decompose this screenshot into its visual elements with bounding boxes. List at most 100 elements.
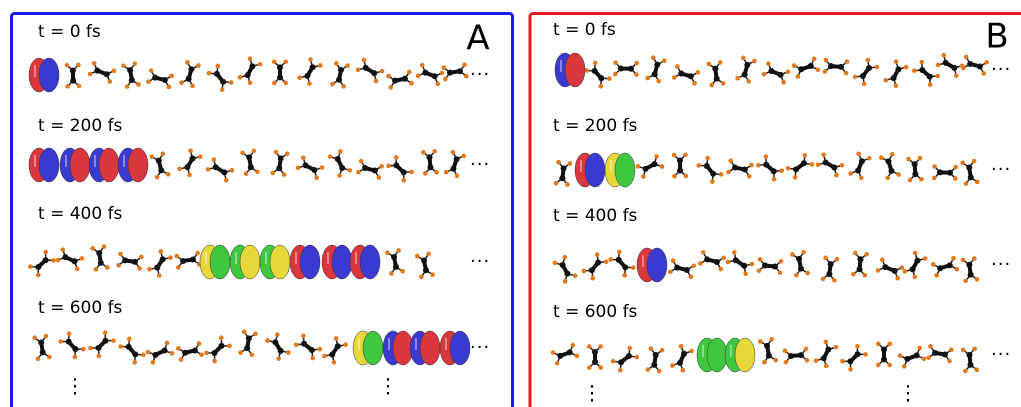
molecule [608, 250, 635, 278]
hydrogen [781, 80, 786, 85]
hydrogen [875, 65, 880, 70]
carbon [681, 351, 687, 357]
hydrogen [227, 344, 232, 349]
molecule [270, 150, 289, 177]
hydrogen [97, 354, 102, 359]
hydrogen [975, 368, 980, 373]
hydrogen [127, 337, 132, 342]
carbon [857, 256, 863, 262]
molecule [421, 149, 439, 176]
molecule [551, 343, 579, 366]
hydrogen [161, 152, 166, 157]
hydrogen [423, 171, 428, 176]
carbon [72, 346, 78, 352]
hydrogen [890, 152, 895, 157]
molecule [385, 248, 405, 276]
hydrogen [853, 75, 858, 80]
hydrogen [866, 58, 871, 63]
molecule [204, 336, 232, 364]
hydrogen [824, 58, 829, 63]
carbon [311, 167, 317, 173]
hydrogen [645, 76, 650, 81]
hydrogen [151, 360, 156, 365]
hydrogen [764, 154, 769, 159]
carbon [277, 64, 283, 70]
carbon [798, 66, 804, 72]
hydrogen [108, 79, 113, 84]
hydrogen [573, 273, 578, 278]
hydrogen [884, 78, 889, 83]
hydrogen [111, 338, 116, 343]
carbon [651, 161, 657, 167]
hydrogen [56, 258, 61, 263]
carbon [43, 257, 49, 263]
carbon [742, 72, 748, 78]
molecule [762, 61, 791, 84]
carbon [301, 341, 307, 347]
carbon [798, 352, 804, 358]
hydrogen [125, 84, 130, 89]
hydrogen [721, 256, 726, 261]
hydrogen [728, 159, 733, 164]
hydrogen [856, 152, 861, 157]
molecule [823, 58, 850, 76]
hydrogen [718, 267, 723, 272]
hydrogen [895, 276, 900, 281]
carbon [796, 256, 802, 262]
hydrogen [660, 164, 665, 169]
hydrogen [769, 337, 774, 342]
hydrogen [51, 258, 56, 263]
molecule [88, 330, 116, 358]
carbon [793, 166, 799, 172]
molecule [853, 58, 880, 86]
orbital [230, 245, 260, 279]
time-label: t = 400 fs [553, 206, 638, 226]
hydrogen [421, 150, 426, 155]
carbon [372, 168, 378, 174]
orbital [410, 331, 440, 365]
hydrogen [651, 55, 656, 60]
carbon [881, 356, 887, 362]
molecule [207, 64, 234, 92]
hydrogen [726, 260, 731, 265]
figure: A B t = 0 fs···t = 200 fs···t = 400 fs··… [0, 0, 1021, 407]
carbon [190, 156, 196, 162]
hydrogen [272, 60, 277, 65]
molecule [177, 148, 202, 177]
carbon [162, 348, 168, 354]
hydrogen [47, 355, 52, 360]
molecule [587, 344, 603, 370]
carbon [598, 75, 604, 81]
hydrogen [94, 267, 99, 272]
hydrogen [863, 352, 868, 357]
carbon [778, 72, 784, 78]
carbon [828, 63, 834, 69]
hydrogen [684, 174, 689, 179]
hydrogen [593, 61, 598, 66]
hydrogen [195, 251, 200, 256]
hydrogen [972, 159, 977, 164]
hydrogen [80, 256, 85, 261]
hydrogen [622, 273, 627, 278]
hydrogen [845, 59, 850, 64]
hydrogen [954, 73, 959, 78]
hydrogen [253, 332, 258, 337]
molecule [735, 56, 756, 84]
molecule [790, 250, 810, 278]
hydrogen [283, 81, 288, 86]
hydrogen [862, 82, 867, 87]
carbon [427, 164, 433, 170]
carbon [966, 164, 972, 170]
carbon [246, 335, 252, 341]
molecule [322, 336, 348, 365]
carbon [704, 256, 710, 262]
carbon [126, 344, 132, 350]
hydrogen [334, 336, 339, 341]
carbon [912, 171, 918, 177]
hydrogen [758, 339, 763, 344]
hydrogen [834, 173, 839, 178]
hydrogen [388, 85, 393, 90]
molecule [296, 155, 325, 180]
orbital-lobe [360, 245, 380, 279]
carbon [70, 68, 76, 74]
